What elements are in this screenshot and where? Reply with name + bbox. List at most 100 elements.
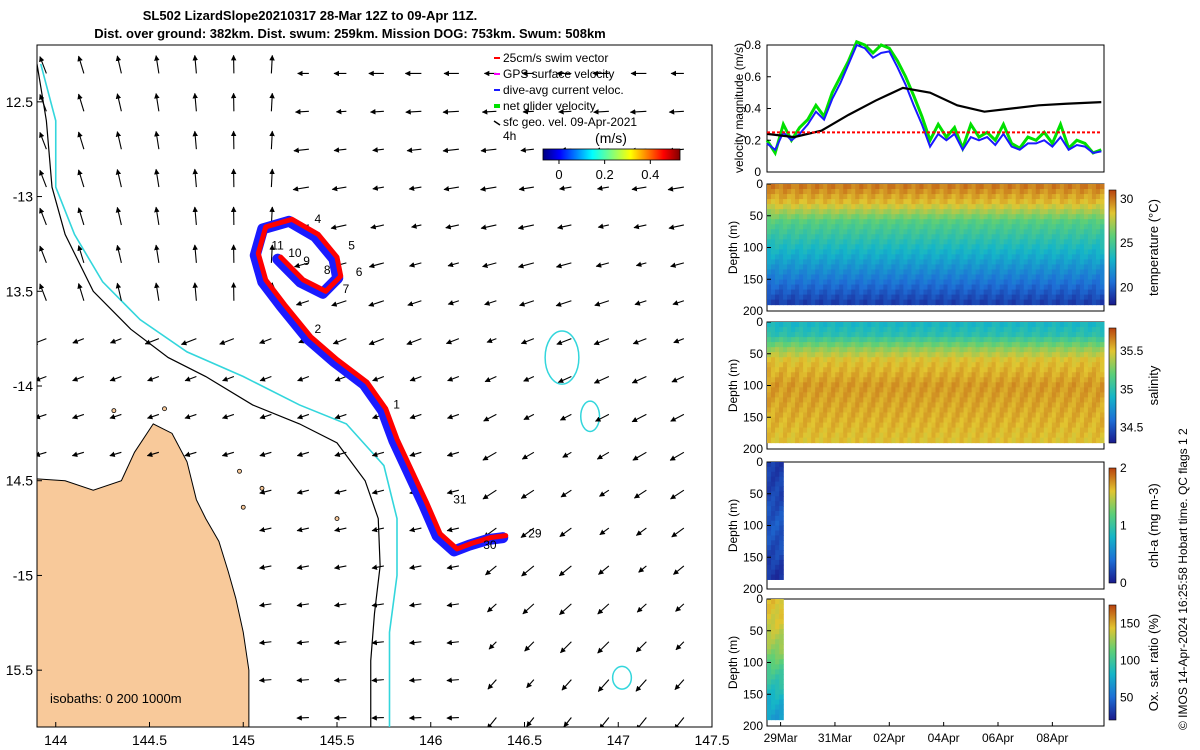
heatmap-cell xyxy=(819,422,824,429)
heatmap-cell xyxy=(779,476,784,483)
heatmap-cell xyxy=(1075,407,1081,413)
heatmap-cell xyxy=(775,417,780,424)
heatmap-cell xyxy=(827,224,832,230)
heatmap-cell xyxy=(915,279,920,286)
geo-velocity-arrow xyxy=(594,300,610,307)
heatmap-cell xyxy=(811,417,816,424)
heatmap-cell xyxy=(911,189,916,195)
heatmap-cell xyxy=(831,382,836,388)
geo-velocity-arrow xyxy=(670,262,685,268)
geo-velocity-arrow xyxy=(526,679,535,689)
heatmap-cell xyxy=(795,417,800,424)
heatmap-cell xyxy=(787,387,792,393)
heatmap-cell xyxy=(1003,184,1009,190)
heatmap-cell xyxy=(875,214,880,220)
heatmap-cell xyxy=(775,486,780,492)
heatmap-cell xyxy=(911,412,916,419)
heatmap-cell xyxy=(791,194,796,200)
heatmap-cell xyxy=(1087,397,1093,403)
heatmap-cell xyxy=(787,412,792,419)
heatmap-cell xyxy=(863,327,868,333)
heatmap-cell xyxy=(1027,412,1033,419)
heatmap-cell xyxy=(787,194,792,200)
depth-ylabel: Depth (m) xyxy=(726,359,740,412)
heatmap-cell xyxy=(791,214,796,220)
heatmap-cell xyxy=(815,357,820,363)
heatmap-cell xyxy=(1015,347,1021,353)
heatmap-cell xyxy=(795,294,800,301)
heatmap-cell xyxy=(1075,264,1081,270)
heatmap-cell xyxy=(791,337,796,343)
heatmap-cell xyxy=(1019,402,1025,408)
heatmap-cell xyxy=(863,397,868,403)
heatmap-cell xyxy=(923,239,928,245)
heatmap-cell xyxy=(1055,219,1061,225)
heatmap-cell xyxy=(1019,437,1025,444)
heatmap-cell xyxy=(999,397,1005,403)
heatmap-cell xyxy=(871,294,876,301)
heatmap-cell xyxy=(775,644,780,650)
heatmap-cell xyxy=(775,392,780,398)
heatmap-cell xyxy=(943,224,949,230)
geo-velocity-arrow xyxy=(296,677,309,683)
heatmap-cell xyxy=(1095,189,1101,195)
map-xtick-label: 144 xyxy=(44,732,68,748)
heatmap-cell xyxy=(807,184,812,190)
heatmap-cell xyxy=(1091,337,1097,343)
heatmap-cell xyxy=(1027,279,1033,286)
heatmap-cell xyxy=(931,347,936,353)
heatmap-cell xyxy=(867,299,872,306)
heatmap-cell xyxy=(1087,209,1093,215)
heatmap-cell xyxy=(775,284,780,291)
heatmap-cell xyxy=(959,254,965,260)
heatmap-cell xyxy=(839,274,844,281)
heatmap-cell xyxy=(771,387,776,393)
heatmap-cell xyxy=(947,367,953,373)
heatmap-cell xyxy=(803,422,808,429)
heatmap-cell xyxy=(1003,377,1009,383)
heatmap-cell xyxy=(995,372,1001,378)
heatmap-cell xyxy=(1055,362,1061,368)
heatmap-cell xyxy=(951,234,957,240)
heatmap-cell xyxy=(1015,209,1021,215)
heatmap-cell xyxy=(907,372,912,378)
heatmap-cell xyxy=(871,219,876,225)
heatmap-cell xyxy=(1063,337,1069,343)
heatmap-cell xyxy=(783,412,788,419)
heatmap-cell xyxy=(835,407,840,413)
heatmap-cell xyxy=(939,332,945,338)
heatmap-cell xyxy=(891,199,896,205)
heatmap-cell xyxy=(871,427,876,434)
heatmap-cell xyxy=(831,264,836,270)
heatmap-cell xyxy=(1071,239,1077,245)
heatmap-cell xyxy=(855,417,860,424)
heatmap-cell xyxy=(1007,327,1013,333)
heatmap-cell xyxy=(963,254,969,260)
heatmap-cell xyxy=(1091,289,1097,296)
geo-velocity-arrow xyxy=(442,109,459,115)
heatmap-cell xyxy=(1015,249,1021,255)
heatmap-cell xyxy=(851,214,856,220)
geo-velocity-arrow xyxy=(259,564,272,570)
heatmap-cell xyxy=(843,239,848,245)
heatmap-cell xyxy=(771,372,776,378)
heatmap-cell xyxy=(839,392,844,398)
heatmap-cell xyxy=(835,294,840,301)
heatmap-cell xyxy=(843,199,848,205)
geo-velocity-arrow xyxy=(670,489,685,500)
heatmap-cell xyxy=(1039,432,1045,439)
geo-velocity-arrow xyxy=(39,207,47,226)
heatmap-cell xyxy=(871,352,876,358)
heatmap-cell xyxy=(859,342,864,348)
heatmap-cell xyxy=(1051,337,1057,343)
heatmap-cell xyxy=(827,249,832,255)
heatmap-cell xyxy=(871,239,876,245)
heatmap-cell xyxy=(1035,422,1041,429)
heatmap-cell xyxy=(991,417,997,424)
heatmap-cell xyxy=(1095,432,1101,439)
geo-velocity-arrow xyxy=(37,413,47,420)
heatmap-cell xyxy=(887,432,892,439)
heatmap-cell xyxy=(899,422,904,429)
heatmap-cell xyxy=(1063,332,1069,338)
heatmap-cell xyxy=(767,614,772,620)
